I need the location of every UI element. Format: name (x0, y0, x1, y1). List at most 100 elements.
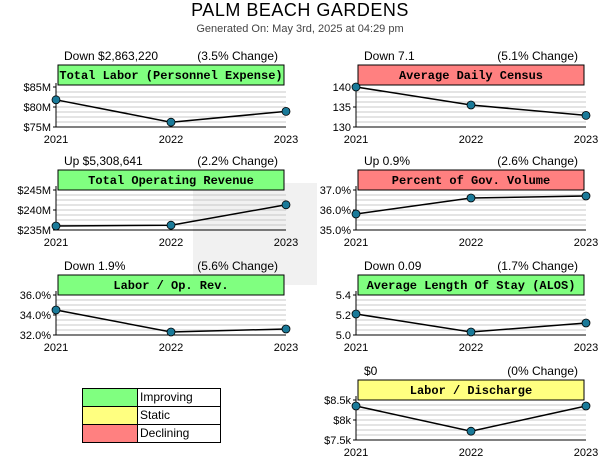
change-percent: (1.7% Change) (497, 259, 578, 273)
data-point (51, 95, 61, 105)
data-point (581, 191, 591, 201)
x-tick-label: 2021 (44, 237, 68, 249)
data-point (581, 111, 591, 120)
legend-row-improving: Improving (83, 389, 220, 407)
y-tick-label: $80M (23, 102, 51, 114)
y-tick-label: $235M (17, 225, 51, 237)
change-percent: (2.6% Change) (497, 154, 578, 168)
x-tick-label: 2022 (159, 237, 183, 249)
chart-5: 36.0% 34.0% 32.0%2021 2022 2023 Down 1.9% (5.6… (20, 259, 298, 354)
change-amount: Down 1.9% (64, 259, 126, 273)
y-tick-label: 35.0% (320, 225, 351, 237)
chart-4: 37.0% 36.0% 35.0%2021 2022 2023 Up 0.9% (2.6% … (320, 154, 598, 249)
data-point (166, 327, 176, 337)
chart-title-banner (57, 274, 285, 296)
y-tick-label: $8.5k (324, 395, 351, 407)
y-tick-label: $7.5k (324, 435, 351, 447)
chart-title: Total Operating Revenue (88, 174, 254, 188)
y-tick-label: 36.0% (20, 290, 51, 302)
data-point (466, 193, 476, 203)
y-tick-label: 5.0 (336, 330, 351, 342)
x-tick-label: 2022 (459, 447, 483, 459)
chart-title: Total Labor (Personnel Expense) (59, 69, 282, 83)
data-point (351, 82, 361, 92)
legend-swatch-declining (83, 425, 138, 442)
y-tick-label: 140 (333, 82, 351, 94)
page-title: PALM BEACH GARDENS (191, 0, 409, 20)
y-tick-label: 32.0% (20, 330, 51, 342)
chart-title-banner (57, 64, 285, 86)
data-point (281, 107, 291, 116)
x-tick-label: 2023 (574, 237, 598, 249)
data-point (351, 209, 361, 219)
chart-title-banner (357, 169, 585, 191)
chart-title-banner (57, 169, 285, 191)
x-tick-label: 2022 (459, 237, 483, 249)
x-tick-label: 2021 (344, 237, 368, 249)
x-tick-label: 2021 (344, 447, 368, 459)
change-amount: Down 7.1 (364, 49, 415, 63)
legend-row-declining: Declining (83, 425, 220, 442)
change-percent: (5.1% Change) (497, 49, 578, 63)
x-tick-label: 2023 (574, 134, 598, 146)
chart-title-banner (357, 274, 585, 296)
y-tick-label: 135 (333, 102, 351, 114)
x-tick-label: 2021 (344, 134, 368, 146)
y-tick-label: 5.4 (336, 290, 351, 302)
y-tick-label: 37.0% (320, 185, 351, 197)
y-tick-label: $75M (23, 122, 51, 134)
x-tick-label: 2022 (459, 134, 483, 146)
data-point (166, 220, 176, 230)
data-point (466, 426, 476, 436)
chart-title: Labor / Op. Rev. (113, 279, 228, 293)
data-point (581, 318, 591, 328)
data-point (166, 117, 176, 127)
change-percent: (0% Change) (507, 364, 578, 378)
legend-label-declining: Declining (140, 426, 190, 440)
y-tick-label: 34.0% (20, 310, 51, 322)
data-point (351, 401, 361, 411)
x-tick-label: 2021 (44, 134, 68, 146)
change-amount: Down 0.09 (364, 259, 422, 273)
y-tick-label: $245M (17, 185, 51, 197)
y-tick-label: $8k (333, 415, 351, 427)
data-point (281, 200, 291, 210)
chart-title: Percent of Gov. Volume (392, 174, 550, 188)
legend-label-static: Static (140, 408, 171, 422)
status-legend: Improving Static Declining (82, 388, 221, 443)
chart-title: Average Length Of Stay (ALOS) (367, 279, 576, 293)
legend-label-improving: Improving (140, 390, 193, 404)
change-percent: (2.2% Change) (197, 154, 278, 168)
x-tick-label: 2021 (344, 342, 368, 354)
generated-timestamp: Generated On: May 3rd, 2025 at 04:29 pm (196, 23, 404, 35)
chart-title: Average Daily Census (399, 69, 543, 83)
data-point (281, 324, 291, 334)
change-amount: Up $5,308,641 (64, 154, 143, 168)
x-tick-label: 2022 (159, 134, 183, 146)
x-tick-label: 2022 (459, 342, 483, 354)
y-tick-label: 130 (333, 122, 351, 134)
y-tick-label: $240M (17, 205, 51, 217)
data-point (466, 327, 476, 337)
legend-row-static: Static (83, 407, 220, 425)
legend-swatch-static (83, 407, 138, 424)
x-tick-label: 2023 (574, 447, 598, 459)
x-tick-label: 2023 (574, 342, 598, 354)
x-tick-label: 2023 (274, 134, 298, 146)
chart-title: Labor / Discharge (410, 384, 532, 398)
data-point (51, 221, 61, 231)
x-tick-label: 2023 (274, 342, 298, 354)
y-tick-label: 5.2 (336, 310, 351, 322)
change-percent: (3.5% Change) (197, 49, 278, 63)
x-tick-label: 2023 (274, 237, 298, 249)
chart-title-banner (357, 64, 585, 86)
change-percent: (5.6% Change) (197, 259, 278, 273)
change-amount: Up 0.9% (364, 154, 410, 168)
data-point (351, 309, 361, 319)
